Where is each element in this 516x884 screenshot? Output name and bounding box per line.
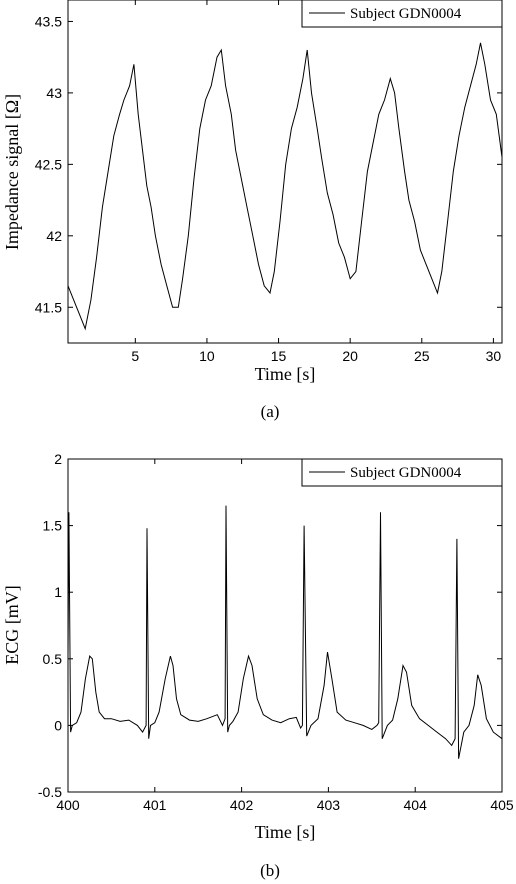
y-tick-label-a: 43 bbox=[46, 85, 62, 101]
x-tick-label-a: 5 bbox=[131, 348, 139, 364]
panel-b: 400 401 402 403 404 405 -0.5 0 0.5 1 1.5 2 Subject … bbox=[2, 451, 514, 880]
x-tick-label-a: 15 bbox=[271, 348, 287, 364]
ticks-a: 5 10 15 20 25 30 41.5 42 42.5 43 43.5 bbox=[35, 0, 502, 364]
y-tick-label-a: 42 bbox=[46, 228, 62, 244]
y-axis-label-a: Impedance signal [Ω] bbox=[2, 94, 22, 250]
x-axis-label-b: Time [s] bbox=[255, 822, 316, 842]
x-tick-label-a: 25 bbox=[414, 348, 430, 364]
impedance-series-line bbox=[67, 42, 503, 331]
panel-a: 5 10 15 20 25 30 41.5 42 42.5 43 43.5 Subject GDN0… bbox=[2, 0, 503, 421]
caption-a: (a) bbox=[261, 402, 280, 421]
y-tick-label-a: 41.5 bbox=[35, 299, 62, 315]
y-tick-label-b: 2 bbox=[54, 451, 62, 467]
legend-label-b: Subject GDN0004 bbox=[350, 465, 462, 481]
x-tick-label-b: 401 bbox=[143, 797, 167, 813]
x-axis-label-a: Time [s] bbox=[255, 364, 316, 384]
y-tick-label-a: 43.5 bbox=[35, 13, 62, 29]
y-tick-label-b: 1 bbox=[54, 584, 62, 600]
legend-b: Subject GDN0004 bbox=[301, 458, 503, 487]
caption-b: (b) bbox=[260, 861, 280, 880]
x-tick-label-b: 403 bbox=[317, 797, 341, 813]
x-tick-label-a: 10 bbox=[199, 348, 215, 364]
y-tick-label-a: 42.5 bbox=[35, 156, 62, 172]
x-tick-label-b: 402 bbox=[230, 797, 254, 813]
x-tick-label-b: 400 bbox=[56, 797, 80, 813]
ticks-b: 400 401 402 403 404 405 -0.5 0 0.5 1 1.5 2 bbox=[38, 451, 514, 813]
ecg-series-line bbox=[67, 505, 503, 759]
plot-area-a bbox=[67, 0, 503, 344]
y-tick-label-b: -0.5 bbox=[38, 784, 62, 800]
legend-label-a: Subject GDN0004 bbox=[350, 6, 462, 22]
x-tick-label-b: 405 bbox=[490, 797, 514, 813]
y-tick-label-b: 1.5 bbox=[43, 518, 63, 534]
x-tick-label-a: 20 bbox=[342, 348, 358, 364]
x-tick-label-b: 404 bbox=[404, 797, 428, 813]
y-tick-label-b: 0.5 bbox=[43, 651, 63, 667]
legend-a: Subject GDN0004 bbox=[301, 0, 503, 28]
x-tick-label-a: 30 bbox=[486, 348, 502, 364]
plot-area-b bbox=[67, 458, 503, 793]
y-axis-label-b: ECG [mV] bbox=[2, 585, 22, 665]
y-tick-label-b: 0 bbox=[54, 717, 62, 733]
